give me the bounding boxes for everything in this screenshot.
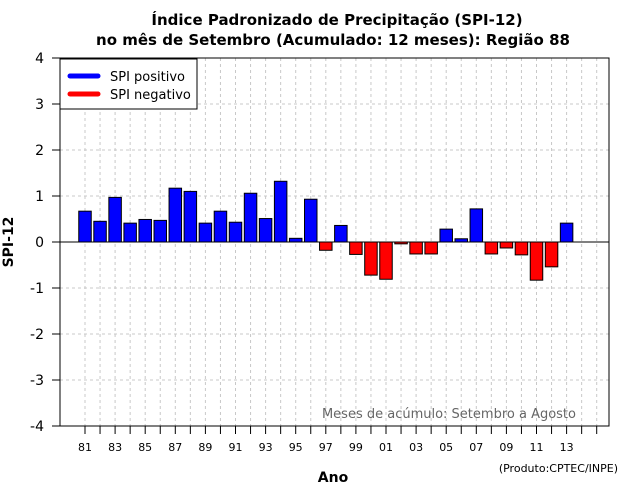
bars bbox=[78, 180, 574, 281]
bar-00 bbox=[364, 241, 378, 276]
y-tick-label: -4 bbox=[30, 419, 44, 435]
x-tick-label: 91 bbox=[229, 441, 243, 454]
bar-09 bbox=[499, 241, 514, 249]
bar-11 bbox=[529, 241, 544, 281]
chart-subtitle: no mês de Setembro (Acumulado: 12 meses)… bbox=[96, 31, 570, 49]
bar-82 bbox=[93, 220, 107, 243]
bar-03 bbox=[409, 241, 423, 255]
x-tick-label: 11 bbox=[530, 441, 544, 454]
product-credit: (Produto:CPTEC/INPE) bbox=[499, 462, 618, 475]
bar-96 bbox=[304, 198, 318, 243]
bar-86 bbox=[153, 219, 167, 243]
x-tick-label: 03 bbox=[409, 441, 423, 454]
bar-07 bbox=[469, 208, 484, 243]
bar-89 bbox=[198, 222, 213, 243]
bar-93 bbox=[258, 218, 273, 243]
bar-04 bbox=[424, 241, 438, 255]
x-tick-label: 85 bbox=[138, 441, 152, 454]
legend: SPI positivo SPI negativo bbox=[59, 58, 198, 110]
legend-label-negative: SPI negativo bbox=[110, 88, 191, 103]
bar-99 bbox=[349, 241, 363, 255]
bar-91 bbox=[228, 221, 243, 243]
x-axis-label: Ano bbox=[318, 470, 349, 486]
chart-title: Índice Padronizado de Precipitação (SPI-… bbox=[151, 10, 522, 29]
bar-84 bbox=[123, 222, 137, 243]
x-tick-label: 89 bbox=[198, 441, 212, 454]
x-tick-label: 07 bbox=[469, 441, 483, 454]
y-tick-label: 4 bbox=[35, 51, 44, 67]
y-axis: 4 3 2 1 0 -1 -2 -3 -4 bbox=[30, 51, 60, 435]
bar-01 bbox=[379, 241, 393, 280]
bar-08 bbox=[484, 241, 499, 255]
bar-97 bbox=[319, 241, 333, 251]
bar-83 bbox=[108, 196, 122, 243]
x-tick-label: 95 bbox=[289, 441, 303, 454]
x-tick-label: 93 bbox=[259, 441, 273, 454]
bar-95 bbox=[288, 237, 303, 243]
x-tick-label: 83 bbox=[108, 441, 122, 454]
y-axis-label: SPI-12 bbox=[1, 217, 17, 268]
x-tick-label: 09 bbox=[499, 441, 513, 454]
y-tick-label: 1 bbox=[35, 189, 44, 205]
bar-13 bbox=[559, 222, 574, 243]
x-tick-label: 87 bbox=[168, 441, 182, 454]
y-tick-label: 0 bbox=[35, 235, 44, 251]
bar-88 bbox=[183, 190, 198, 243]
bar-90 bbox=[213, 210, 228, 243]
bar-87 bbox=[168, 187, 183, 243]
bar-92 bbox=[243, 192, 258, 243]
bar-94 bbox=[273, 180, 288, 243]
x-tick-label: 13 bbox=[560, 441, 574, 454]
y-tick-label: 2 bbox=[35, 143, 44, 159]
x-tick-label: 81 bbox=[78, 441, 92, 454]
x-tick-label: 97 bbox=[319, 441, 333, 454]
bar-05 bbox=[439, 228, 453, 243]
legend-box bbox=[59, 58, 198, 110]
x-tick-label: 05 bbox=[439, 441, 453, 454]
x-tick-label: 01 bbox=[379, 441, 393, 454]
bar-98 bbox=[334, 224, 348, 243]
x-axis: 81 83 85 87 89 91 93 95 97 99 01 03 05 07 09 11 13 bbox=[78, 426, 598, 454]
y-tick-label: -2 bbox=[30, 327, 44, 343]
x-tick-label: 99 bbox=[349, 441, 363, 454]
grid-lines bbox=[60, 58, 609, 426]
bar-10 bbox=[514, 241, 529, 256]
bar-85 bbox=[138, 218, 152, 243]
accumulation-note: Meses de acúmulo: Setembro a Agosto bbox=[322, 407, 576, 422]
y-tick-label: -1 bbox=[30, 281, 44, 297]
bar-12 bbox=[544, 241, 559, 268]
y-tick-label: 3 bbox=[35, 97, 44, 113]
legend-label-positive: SPI positivo bbox=[110, 70, 185, 85]
bar-81 bbox=[78, 210, 92, 243]
y-tick-label: -3 bbox=[30, 373, 44, 389]
